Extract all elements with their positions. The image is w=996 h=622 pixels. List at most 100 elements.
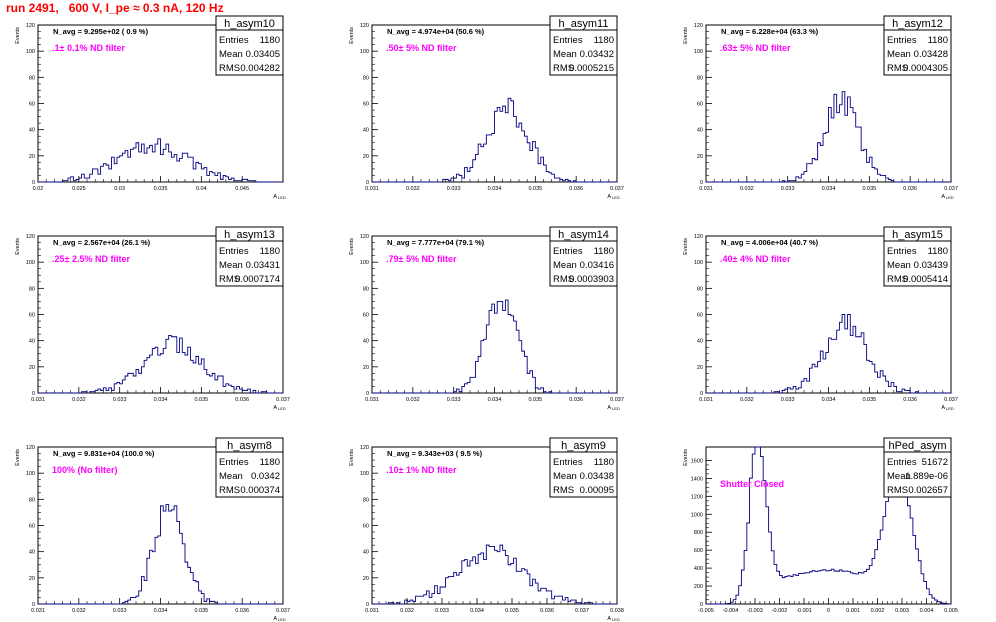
y-tick-label: 100	[694, 49, 703, 55]
y-tick-label: 80	[697, 286, 703, 292]
x-tick-label: 0.034	[154, 397, 168, 403]
stats-label: RMS	[219, 485, 240, 496]
x-tick-label: -0.002	[772, 608, 788, 614]
histogram-panel-hPed_asym: 0 200 400 600 800 1000 1200 1400 1600 -0.005 -0.00…	[683, 437, 958, 614]
y-tick-label: 800	[694, 530, 703, 536]
y-tick-label: 1400	[691, 476, 703, 482]
y-tick-label: 60	[363, 313, 369, 319]
stats-value: 1180	[260, 246, 280, 257]
stats-value: 51672	[922, 457, 948, 468]
histogram-panel-h_asym12: 0 20 40 60 80 100 120 0.031 0.032 0.033 0.034 0.035…	[683, 15, 958, 200]
x-tick-label: 0.036	[903, 397, 917, 403]
y-axis-label: Events	[683, 27, 689, 44]
stats-label: Entries	[887, 35, 917, 46]
y-tick-label: 60	[697, 313, 703, 319]
stats-value: 0.002657	[908, 485, 948, 496]
x-tick-label: 0.035	[528, 397, 542, 403]
stats-value: 1180	[594, 246, 614, 257]
x-tick-label: 0.001	[846, 608, 860, 614]
x-tick-label: 0.032	[72, 608, 86, 614]
x-tick-label: 0.036	[235, 397, 249, 403]
y-axis-label: Events	[15, 449, 21, 466]
x-tick-label: 0.02	[33, 186, 44, 192]
y-tick-label: 120	[26, 445, 35, 451]
x-axis-label-subscript: LED	[612, 617, 620, 622]
navg-label: N_avg = 7.777e+04 (79.1 %)	[387, 238, 485, 247]
stats-label: RMS	[553, 274, 574, 285]
histogram-line	[372, 544, 617, 605]
stats-label: Entries	[553, 35, 583, 46]
stats-title: h_asym9	[561, 440, 606, 452]
x-tick-label: 0.031	[31, 397, 45, 403]
x-axis-label-subscript: LED	[946, 195, 954, 200]
stats-label: Entries	[553, 246, 583, 257]
x-tick-label: 0.034	[470, 608, 484, 614]
y-tick-label: 100	[360, 471, 369, 477]
y-tick-label: 0	[700, 391, 703, 397]
stats-value: 1180	[594, 35, 614, 46]
stats-value: 1180	[928, 35, 948, 46]
stats-label: RMS	[553, 63, 574, 74]
run-title: run 2491, 600 V, I_pe ≈ 0.3 nA, 120 Hz	[6, 1, 224, 15]
filter-label: .63± 5% ND filter	[720, 43, 791, 53]
y-tick-label: 40	[29, 339, 35, 345]
navg-label: N_avg = 9.295e+02 ( 0.9 %)	[53, 27, 149, 36]
x-tick-label: -0.005	[698, 608, 714, 614]
y-tick-label: 80	[29, 75, 35, 81]
histogram-line	[706, 446, 952, 605]
stats-label: Mean	[887, 260, 911, 271]
x-axis-label: A	[941, 194, 945, 200]
x-axis-label: A	[607, 616, 611, 622]
x-tick-label: 0.031	[699, 397, 713, 403]
x-tick-label: 0.032	[740, 397, 754, 403]
y-tick-label: 120	[26, 23, 35, 29]
y-tick-label: 60	[29, 102, 35, 108]
stats-value: 0.03431	[246, 260, 280, 271]
x-tick-label: -0.003	[747, 608, 763, 614]
x-tick-label: 0.032	[400, 608, 414, 614]
y-tick-label: 20	[363, 576, 369, 582]
histogram-line	[706, 314, 951, 394]
histogram-panel-h_asym15: 0 20 40 60 80 100 120 0.031 0.032 0.033 0.034 0.035…	[683, 226, 958, 411]
x-tick-label: 0.025	[72, 186, 86, 192]
y-axis-label: Events	[683, 449, 689, 466]
stats-value: 1.889e-06	[905, 471, 948, 482]
x-tick-label: 0.036	[569, 397, 583, 403]
x-tick-label: 0.002	[871, 608, 885, 614]
stats-title: hPed_asym	[888, 440, 946, 452]
y-tick-label: 40	[697, 128, 703, 134]
x-tick-label: 0.034	[154, 608, 168, 614]
x-axis-label: A	[607, 405, 611, 411]
x-tick-label: 0.036	[903, 186, 917, 192]
x-tick-label: 0.031	[31, 608, 45, 614]
y-tick-label: 0	[700, 602, 703, 608]
stats-label: Entries	[219, 35, 249, 46]
x-axis-label: A	[273, 194, 277, 200]
x-tick-label: 0.038	[610, 608, 624, 614]
stats-label: Entries	[887, 457, 917, 468]
stats-value: 0.0005414	[903, 274, 948, 285]
y-tick-label: 60	[363, 524, 369, 530]
stats-box	[215, 437, 284, 498]
x-tick-label: 0.004	[920, 608, 934, 614]
y-tick-label: 40	[363, 550, 369, 556]
y-tick-label: 80	[29, 286, 35, 292]
y-tick-label: 80	[363, 75, 369, 81]
x-axis-label: A	[941, 405, 945, 411]
y-tick-label: 1200	[691, 494, 703, 500]
y-axis-label: Events	[683, 238, 689, 255]
stats-box	[549, 226, 618, 287]
stats-box	[883, 437, 952, 498]
stats-label: Mean	[219, 260, 243, 271]
y-axis-label: Events	[349, 238, 355, 255]
x-tick-label: 0.033	[781, 397, 795, 403]
x-tick-label: 0.034	[488, 397, 502, 403]
x-axis-label-subscript: LED	[278, 406, 286, 411]
x-tick-label: 0.035	[862, 186, 876, 192]
y-tick-label: 60	[697, 102, 703, 108]
x-tick-label: 0.032	[72, 397, 86, 403]
x-tick-label: 0	[827, 608, 830, 614]
stats-label: Mean	[553, 49, 577, 60]
x-tick-label: 0.032	[740, 186, 754, 192]
y-tick-label: 20	[29, 365, 35, 371]
